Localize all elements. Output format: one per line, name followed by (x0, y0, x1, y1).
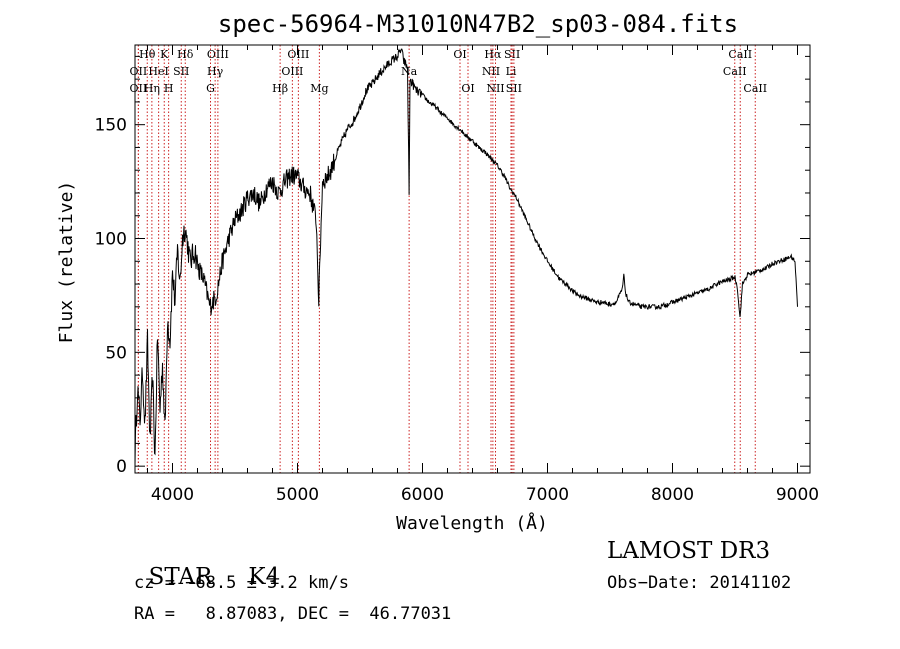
axes: 4000 5000 6000 7000 8000 9000 0 50 100 150 (95, 44, 819, 505)
x-tick-label-4: 8000 (651, 485, 694, 505)
line-marker-label-1: OII (130, 65, 148, 78)
coordinates-text: RA = 8.87083, DEC = 46.77031 (134, 604, 452, 624)
line-marker-label-23: Li (506, 65, 517, 78)
x-tick-label-1: 5000 (276, 485, 319, 505)
x-axis-label: Wavelength (Å) (396, 512, 548, 534)
x-tick-label-0: 4000 (151, 485, 194, 505)
line-marker-label-24: SII (506, 82, 522, 95)
line-markers: Hθ OII OII K HeI Hη Hδ SII H OIII Hγ G Hβ OIII OIII Mg N… (130, 45, 767, 473)
object-class: STAR K4 (134, 538, 281, 590)
line-marker-label-27: CaII (743, 82, 767, 95)
y-tick-label-3: 150 (95, 116, 127, 136)
line-marker-label-19: Hα (484, 48, 502, 61)
plot-frame (134, 44, 811, 474)
line-marker-label-18: OI (461, 82, 474, 95)
line-marker-label-3: K (160, 48, 169, 61)
spectrum-series-line (135, 48, 798, 466)
line-marker-label-20: NII (482, 65, 500, 78)
line-marker-label-16: Na (401, 65, 418, 78)
redshift-text: cz = −68.5 ± 3.2 km/s (134, 573, 349, 593)
line-marker-label-17: OI (453, 48, 466, 61)
x-tick-label-3: 7000 (526, 485, 569, 505)
line-marker-label-21: NII (486, 82, 504, 95)
line-marker-label-11: G (206, 82, 215, 95)
line-marker-label-15: Mg (310, 82, 328, 95)
class-label: STAR (148, 564, 213, 590)
line-marker-label-5: Hη (144, 82, 160, 95)
subclass-label: K4 (248, 564, 281, 590)
survey-label: LAMOST DR3 (607, 538, 771, 564)
line-marker-label-26: CaII (723, 65, 747, 78)
line-marker-label-25: CaII (728, 48, 752, 61)
line-marker-label-12: Hβ (272, 82, 288, 95)
x-tick-label-5: 9000 (776, 485, 819, 505)
plot-area (135, 48, 798, 466)
x-tick-label-2: 6000 (401, 485, 444, 505)
y-tick-label-1: 50 (105, 343, 127, 363)
line-marker-label-9: OIII (207, 48, 229, 61)
line-marker-label-0: Hθ (139, 48, 156, 61)
line-marker-label-7: SII (173, 65, 189, 78)
chart-title: spec-56964-M31010N47B2_sp03-084.fits (218, 10, 738, 38)
line-marker-label-22: SII (504, 48, 520, 61)
y-tick-label-0: 0 (116, 457, 127, 477)
y-tick-label-2: 100 (95, 230, 127, 250)
line-marker-label-6: Hδ (177, 48, 194, 61)
y-axis-label: Flux (relative) (56, 181, 77, 344)
line-marker-label-2: OII (130, 82, 148, 95)
line-marker-label-4: HeI (148, 65, 168, 78)
line-marker-label-10: Hγ (207, 65, 224, 78)
obs-date-text: Obs−Date: 20141102 (607, 573, 792, 593)
line-marker-label-14: OIII (281, 65, 303, 78)
line-marker-label-13: OIII (287, 48, 309, 61)
line-marker-label-8: H (164, 82, 174, 95)
